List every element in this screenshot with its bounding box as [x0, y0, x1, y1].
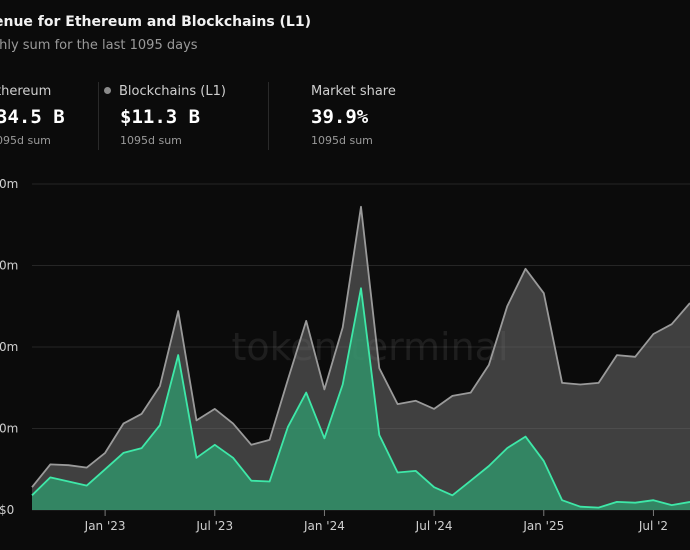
series-area-ethereum — [32, 288, 690, 510]
series-line-ethereum — [31, 287, 690, 509]
stat-blockchains-label-row: Blockchains (L1) — [104, 84, 226, 99]
stat-market-share: Market share 39.9% 1095d sum — [311, 84, 396, 147]
series-line-blockchains-l1 — [31, 205, 690, 488]
legend-dot-icon — [104, 87, 111, 94]
stat-divider — [98, 82, 99, 150]
stat-divider — [268, 82, 269, 150]
stat-ethereum-label: thereum — [0, 84, 52, 99]
stat-market-share-sub: 1095d sum — [311, 134, 373, 147]
chart-title: enue for Ethereum and Blockchains (L1) — [0, 14, 311, 30]
y-tick-label: 0m — [0, 422, 18, 436]
x-tick-label: Jul '24 — [415, 519, 453, 533]
stat-ethereum: thereum 34.5 B 095d sum — [0, 84, 65, 147]
x-tick-label: Jan '23 — [84, 519, 126, 533]
y-tick-label: 0m — [0, 340, 18, 354]
x-tick-label: Jan '24 — [303, 519, 345, 533]
y-tick-label: 0m — [0, 177, 18, 191]
stat-blockchains-value: $11.3 B — [120, 106, 201, 128]
chart-subtitle: thly sum for the last 1095 days — [0, 38, 198, 53]
stat-market-share-label: Market share — [311, 84, 396, 99]
stat-ethereum-value: 34.5 B — [0, 106, 65, 128]
stat-blockchains-label: Blockchains (L1) — [119, 84, 226, 99]
stat-blockchains-sub: 1095d sum — [120, 134, 182, 147]
x-tick-label: Jul '2 — [638, 519, 668, 533]
x-tick-label: Jan '25 — [522, 519, 564, 533]
stat-ethereum-sub: 095d sum — [0, 134, 51, 147]
stat-blockchains: Blockchains (L1) $11.3 B 1095d sum — [104, 84, 226, 147]
y-tick-label: $0 — [0, 503, 14, 517]
stat-market-share-value: 39.9% — [311, 106, 369, 128]
x-tick-label: Jul '23 — [195, 519, 233, 533]
y-tick-label: 0m — [0, 259, 18, 273]
